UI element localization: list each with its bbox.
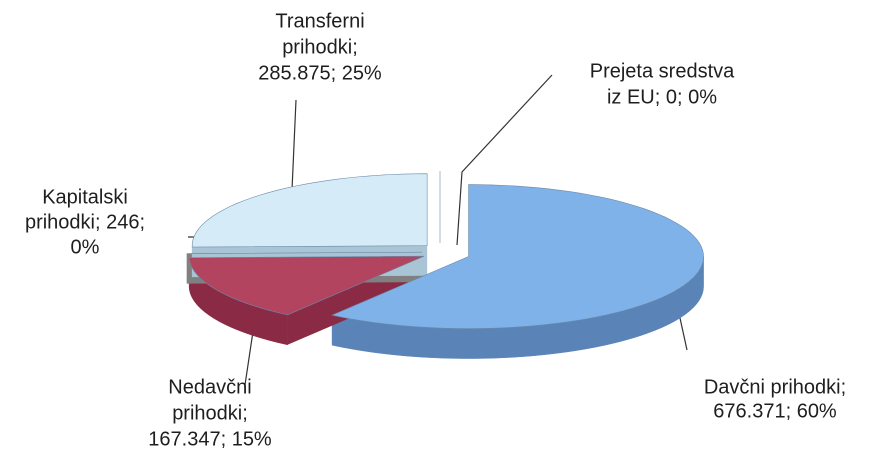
data-label: Kapitalski xyxy=(42,186,128,208)
slice xyxy=(191,173,428,248)
data-label: Nedavčni xyxy=(168,376,251,398)
data-labels: Davčni prihodki;676.371; 60% Nedavčni prih… xyxy=(25,10,846,450)
data-label: 167.347; 15% xyxy=(148,428,272,450)
data-label: iz EU; 0; 0% xyxy=(607,86,717,108)
data-label: Prejeta sredstva xyxy=(590,60,735,82)
leader-line xyxy=(291,99,297,191)
slice-tops xyxy=(186,171,704,329)
data-label: 676.371; 60% xyxy=(713,400,837,422)
slice xyxy=(331,184,704,329)
slice xyxy=(186,251,423,254)
data-label: Transferni xyxy=(275,10,364,32)
slice xyxy=(188,255,425,316)
data-label: prihodki; 246; xyxy=(25,211,145,233)
data-label: Davčni prihodki; xyxy=(704,376,846,398)
data-label: prihodki; xyxy=(172,402,248,424)
leader-line xyxy=(456,74,553,246)
data-label: 285.875; 25% xyxy=(258,62,382,84)
leader-line xyxy=(679,317,688,351)
data-label: 0% xyxy=(71,236,100,258)
data-label: prihodki; xyxy=(282,36,358,58)
